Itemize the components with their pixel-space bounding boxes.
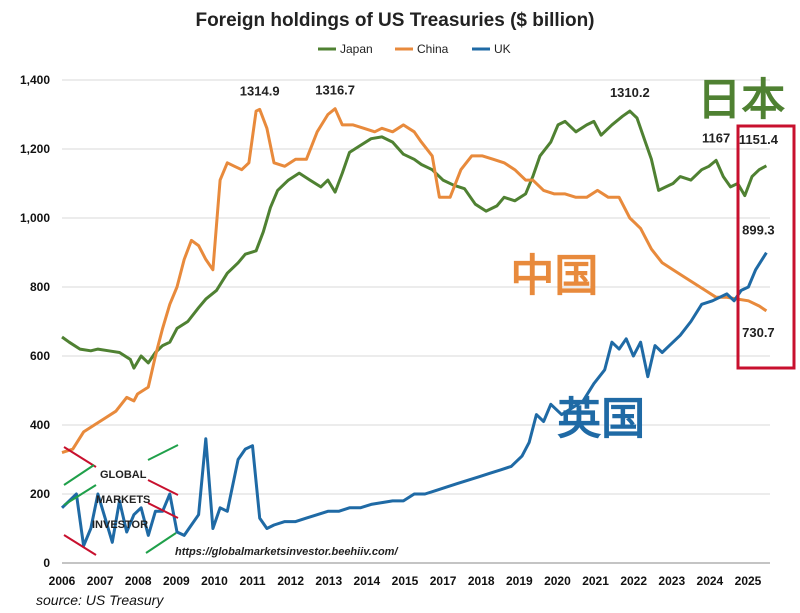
x-tick-label: 2008 (125, 574, 152, 588)
y-tick-label: 600 (30, 349, 50, 363)
x-tick-label: 2022 (620, 574, 647, 588)
logo-arrow (63, 446, 97, 468)
x-tick-label: 2023 (658, 574, 685, 588)
series-big-label: 英国 (557, 395, 645, 444)
legend-label-uk: UK (494, 42, 511, 56)
source-note: source: US Treasury (36, 592, 164, 608)
y-tick-label: 800 (30, 280, 50, 294)
x-tick-label: 2019 (506, 574, 533, 588)
annotation-label: 1167 (702, 130, 730, 145)
x-tick-label: 2015 (392, 574, 419, 588)
source-url: https://globalmarketsinvestor.beehiiv.co… (175, 546, 399, 558)
y-tick-label: 0 (43, 556, 50, 570)
logo-arrow (63, 534, 97, 556)
highlight-box (736, 124, 796, 370)
logo-arrow (63, 464, 95, 486)
x-tick-label: 2012 (277, 574, 304, 588)
x-tick-label: 2011 (240, 574, 266, 588)
y-tick-label: 1,400 (20, 73, 50, 87)
series-big-label: 中国 (510, 251, 598, 300)
logo-arrow (147, 444, 179, 461)
logo-word: MARKETS (96, 494, 150, 506)
series-line-china (61, 107, 768, 455)
x-tick-label: 2025 (735, 574, 762, 588)
y-tick-label: 200 (30, 487, 50, 501)
x-axis-ticks: 2006 2007 2008 2009 2010 2011 2012 2013 2014 2015… (49, 574, 762, 588)
x-tick-label: 2006 (49, 574, 76, 588)
series-line-japan (61, 109, 768, 370)
logo-word: GLOBAL (100, 469, 147, 481)
annotation-label: 1310.2 (610, 85, 650, 100)
data-annotations: 1314.9 1316.7 1310.2 1167 1151.4 899.3 730.7 (240, 83, 779, 340)
x-tick-label: 2021 (582, 574, 609, 588)
x-tick-label: 2013 (315, 574, 342, 588)
logo-word: INVESTOR (92, 519, 148, 531)
x-tick-label: 2020 (544, 574, 571, 588)
legend-label-china: China (417, 42, 449, 56)
watermark-logo: GLOBAL MARKETS INVESTOR (63, 444, 179, 556)
series-line-uk (60, 251, 768, 548)
y-tick-label: 400 (30, 418, 50, 432)
annotation-label: 1316.7 (315, 83, 355, 98)
x-tick-label: 2010 (201, 574, 228, 588)
logo-arrow (63, 484, 97, 506)
x-tick-label: 2017 (430, 574, 457, 588)
series-lines (60, 107, 768, 548)
annotation-label: 1151.4 (739, 132, 779, 147)
chart-title: Foreign holdings of US Treasuries ($ bil… (195, 10, 594, 31)
y-tick-label: 1,200 (20, 142, 50, 156)
annotation-label: 1314.9 (240, 83, 280, 98)
annotation-label: 899.3 (742, 223, 775, 238)
legend: Japan China UK (318, 42, 511, 56)
y-axis-ticks: 0 200 400 600 800 1,000 1,200 1,400 (20, 73, 50, 570)
x-tick-label: 2014 (354, 574, 381, 588)
logo-arrow (145, 532, 177, 554)
x-tick-label: 2024 (697, 574, 724, 588)
series-big-label: 日本 (697, 76, 785, 125)
x-tick-label: 2007 (87, 574, 114, 588)
y-tick-label: 1,000 (20, 211, 50, 225)
legend-label-japan: Japan (340, 42, 373, 56)
annotation-label: 730.7 (742, 325, 775, 340)
logo-arrow (147, 502, 179, 519)
x-tick-label: 2009 (163, 574, 190, 588)
x-tick-label: 2018 (468, 574, 495, 588)
logo-arrow (147, 479, 179, 496)
